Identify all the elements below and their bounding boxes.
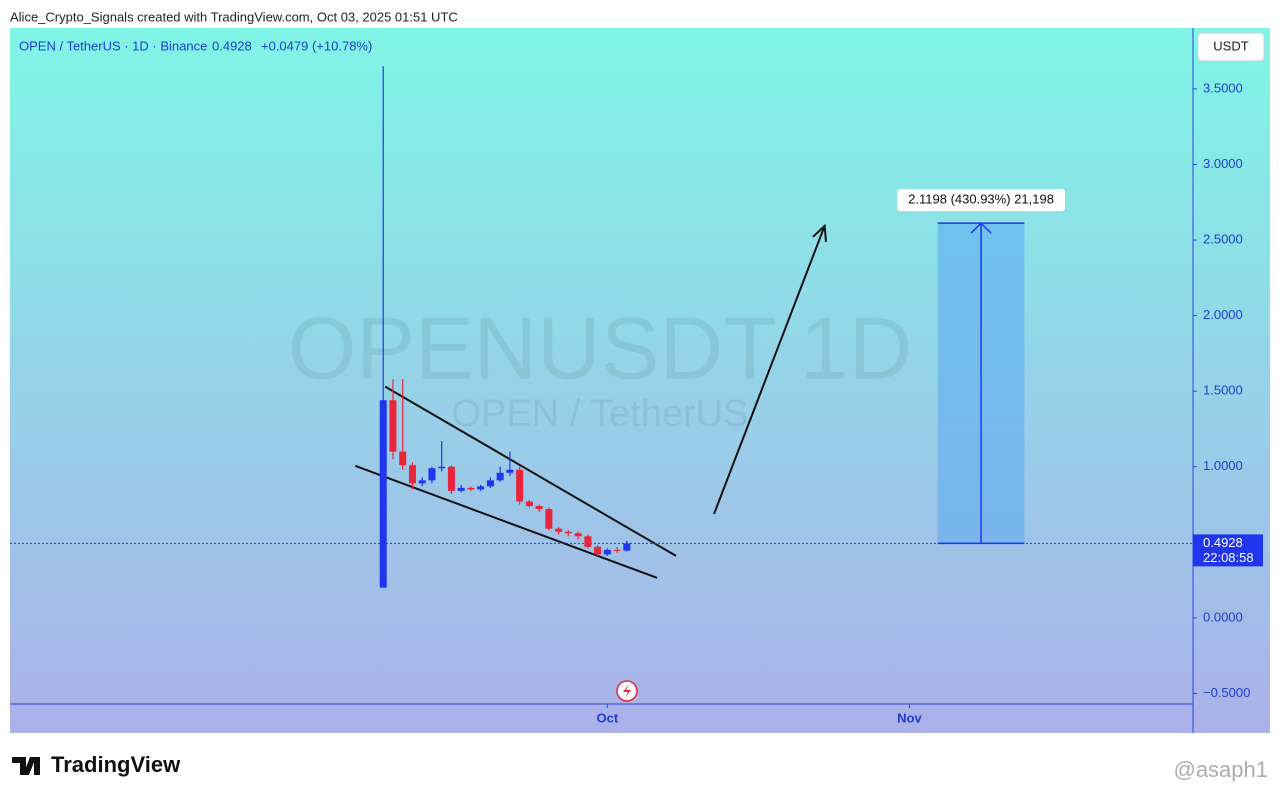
event-icon-bolt: [623, 684, 631, 698]
logo-icon: [12, 757, 40, 775]
trend-line: [354, 464, 658, 579]
candle-body: [447, 466, 455, 491]
candle-body: [525, 501, 533, 507]
candle-body: [545, 509, 553, 529]
y-tick-label: 2.0000: [1203, 307, 1243, 322]
y-tick-label: 3.5000: [1203, 80, 1243, 95]
candle-body: [564, 531, 572, 534]
candle-body: [408, 465, 416, 484]
price-label-box: [1193, 534, 1263, 567]
y-tick-label: 2.5000: [1203, 231, 1243, 246]
legend-symbol: OPEN / TetherUS · 1D · Binance: [19, 38, 207, 53]
footer: TradingView @asaph1: [12, 752, 1268, 782]
watermark-subtitle: OPEN / TetherUS: [451, 393, 748, 435]
measure-label-box: [897, 189, 1066, 212]
candle-body: [623, 543, 631, 551]
candle-body: [457, 487, 465, 491]
x-tick-label: Oct: [597, 710, 619, 725]
candle-body: [555, 528, 563, 532]
candle-body: [477, 486, 485, 490]
currency[interactable]: USDT: [1213, 38, 1248, 53]
arrowhead: [812, 223, 827, 242]
candle-body: [613, 549, 621, 551]
candle-body: [574, 533, 582, 537]
candle-body: [486, 480, 494, 487]
y-tick-label: 1.0000: [1203, 458, 1243, 473]
candle-body: [516, 469, 524, 502]
candle-body: [379, 400, 387, 588]
candle-body: [399, 451, 407, 466]
currency-box[interactable]: [1197, 32, 1265, 62]
candle-body: [438, 466, 446, 469]
legend-price: 0.4928: [212, 38, 252, 53]
candle-body: [594, 546, 602, 555]
legend: OPEN / TetherUS · 1D · Binance 0.4928 +0…: [19, 38, 372, 53]
candle-body: [418, 480, 426, 484]
measure-arrowhead: [970, 222, 992, 234]
x-tick-label: Nov: [897, 710, 922, 725]
legend-change: +0.0479 (+10.78%): [261, 38, 372, 53]
y-tick-label: 1.5000: [1203, 383, 1243, 398]
candle-body: [535, 506, 543, 510]
trend-line: [384, 385, 677, 557]
measure-label: 2.1198 (430.93%) 21,198: [908, 192, 1054, 207]
credit: @asaph1: [1173, 757, 1268, 782]
price-label: 0.4928: [1203, 535, 1243, 550]
candle-body: [603, 549, 611, 555]
y-tick-label: 0.0000: [1203, 609, 1243, 624]
countdown: 22:08:58: [1203, 550, 1254, 565]
candle-body: [389, 400, 397, 452]
candle-body: [428, 468, 436, 481]
trend-arrow: [713, 225, 826, 515]
header: Alice_Crypto_Signals created with Tradin…: [10, 9, 458, 24]
logo-dot: [34, 757, 40, 763]
y-tick-label: 3.0000: [1203, 156, 1243, 171]
candle-body: [584, 536, 592, 547]
logo-text: TradingView: [51, 752, 181, 777]
candle-body: [467, 487, 475, 490]
watermark: OPENUSDT 1D: [288, 298, 912, 397]
candle-body: [496, 472, 504, 481]
candle-body: [506, 469, 514, 473]
y-tick-label: −0.5000: [1203, 685, 1250, 700]
chart-background: [10, 28, 1270, 733]
